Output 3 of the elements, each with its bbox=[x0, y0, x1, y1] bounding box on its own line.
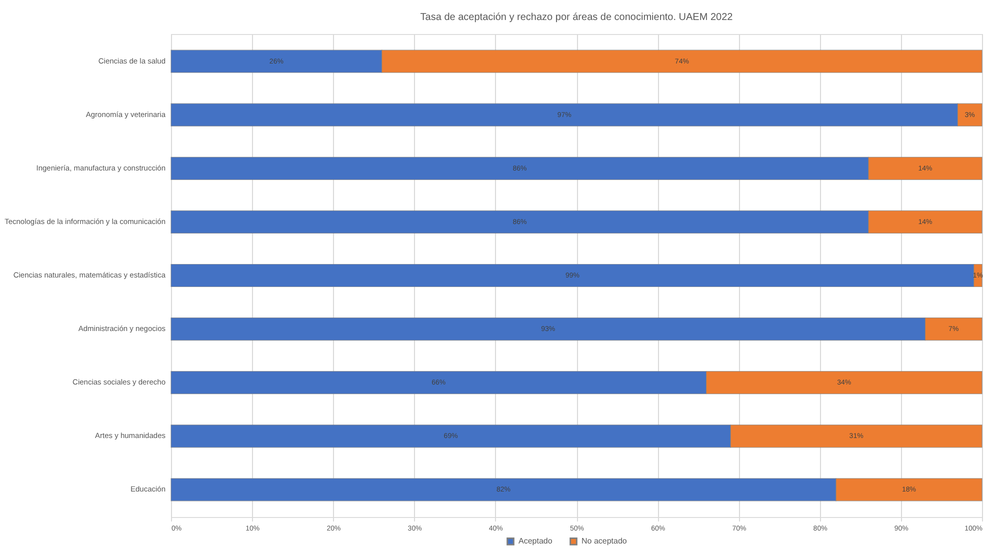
legend-label: No aceptado bbox=[582, 536, 628, 546]
chart-title: Tasa de aceptación y rechazo por áreas de conocimiento. UAEM 2022 bbox=[420, 12, 734, 23]
legend-label: Aceptado bbox=[518, 536, 553, 546]
